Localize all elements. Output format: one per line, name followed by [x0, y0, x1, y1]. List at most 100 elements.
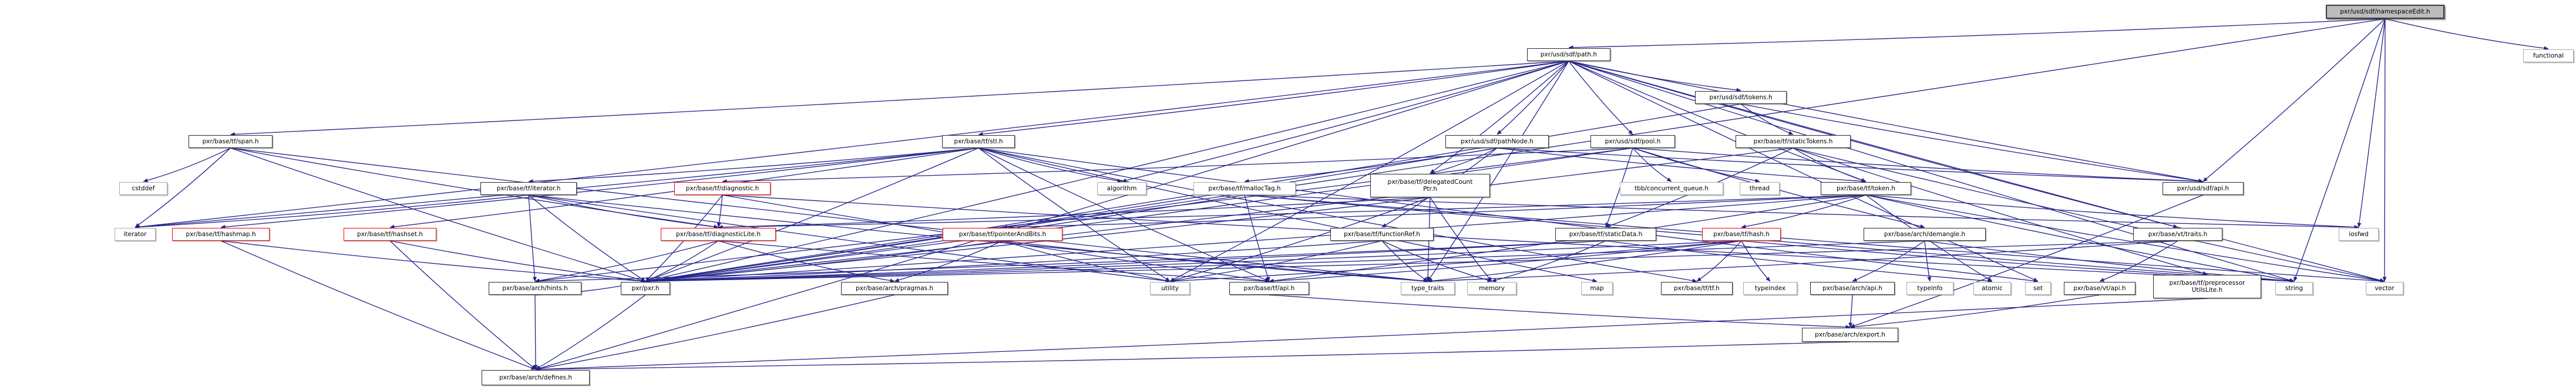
edge-pathNode-to-sdf_api [1496, 147, 2204, 184]
edge-functionRef-to-memory [1381, 240, 1492, 283]
edge-span-to-type_traits [230, 147, 1428, 283]
edge-pathNode-to-delegatedCountPtr [1430, 147, 1498, 174]
node-defines[interactable]: pxr/base/arch/defines.h [482, 370, 590, 385]
edge-token-to-diagnosticLite [718, 194, 1867, 230]
edge-path-to-algorithm [1121, 60, 1569, 183]
node-path[interactable]: pxr/usd/sdf/path.h [1527, 48, 1610, 61]
edge-iterator_h-to-diagnosticLite [528, 194, 719, 229]
edge-staticData-to-memory [1491, 240, 1606, 283]
node-functionRef[interactable]: pxr/base/tf/functionRef.h [1330, 228, 1434, 241]
node-tf_tf[interactable]: pxr/base/tf/tf.h [1661, 282, 1733, 295]
edge-namespaceEdit-to-iosfwd [2357, 18, 2386, 228]
node-tf_api[interactable]: pxr/base/tf/api.h [1229, 282, 1309, 295]
edge-tokens-to-pxr [645, 103, 1741, 283]
node-mallocTag[interactable]: pxr/base/tf/mallocTag.h [1193, 182, 1296, 195]
node-pragmas[interactable]: pxr/base/arch/pragmas.h [841, 282, 948, 295]
edge-pool-to-sdf_api [1632, 147, 2204, 184]
node-typeinfo: typeinfo [1906, 282, 1953, 295]
edge-delegatedCountPtr-to-utility [1169, 197, 1431, 283]
node-diagnosticLite[interactable]: pxr/base/tf/diagnosticLite.h [661, 228, 776, 241]
node-tokens[interactable]: pxr/usd/sdf/tokens.h [1695, 91, 1787, 104]
edge-token-to-vector [1865, 194, 2385, 283]
node-demangle[interactable]: pxr/base/arch/demangle.h [1864, 228, 1986, 241]
edge-vt_traits-to-vt_api [2099, 240, 2178, 282]
edge-span-to-cstddef [143, 147, 231, 183]
edge-pool-to-staticData [1605, 147, 1633, 228]
edge-staticTokens-to-preprocessorUtilsLite [1793, 147, 2208, 275]
edge-delegatedCountPtr-to-memory [1430, 197, 1492, 282]
node-typeindex: typeindex [1743, 282, 1797, 295]
node-vt_traits[interactable]: pxr/base/vt/traits.h [2133, 228, 2222, 241]
node-tbb: tbb/concurrent_queue.h [1620, 182, 1723, 195]
edge-staticTokens-to-pxr [645, 147, 1794, 283]
edge-iterator_h-to-iterator_std [134, 194, 529, 230]
edge-demangle-to-arch_api [1852, 240, 1925, 282]
edge-vt_traits-to-pxr [645, 240, 2178, 284]
edge-hashset-to-defines [389, 240, 536, 370]
node-sdf_api[interactable]: pxr/usd/sdf/api.h [2163, 182, 2244, 195]
node-hints[interactable]: pxr/base/arch/hints.h [489, 282, 581, 295]
edge-mallocTag-to-vector [1244, 194, 2385, 283]
edge-token-to-hash [1741, 194, 1867, 229]
edge-span-to-pxr [230, 147, 646, 283]
edge-namespaceEdit-to-functional [2385, 18, 2549, 51]
node-hashset[interactable]: pxr/base/tf/hashset.h [344, 228, 436, 241]
node-utility: utility [1150, 282, 1190, 295]
node-cstddef: cstddef [119, 182, 167, 195]
node-staticData[interactable]: pxr/base/tf/staticData.h [1555, 228, 1656, 241]
edge-iterator_h-to-hints [528, 194, 537, 282]
edge-delegatedCountPtr-to-type_traits [1425, 197, 1431, 282]
edge-path-to-sdf_api [1568, 60, 2204, 183]
node-iosfwd: iosfwd [2339, 228, 2379, 241]
node-hash[interactable]: pxr/base/tf/hash.h [1702, 228, 1781, 241]
edge-path-to-type_traits [1427, 60, 1569, 282]
edge-vt_api-to-export [1849, 294, 2100, 329]
edge-hashmap-to-pxr [220, 240, 646, 283]
edge-pxr-to-defines [535, 294, 646, 370]
edge-delegatedCountPtr-to-diagnosticLite [718, 197, 1431, 230]
edge-stl-to-set [978, 147, 2039, 283]
edge-demangle-to-pxr [645, 240, 1925, 284]
node-pool[interactable]: pxr/usd/sdf/pool.h [1590, 135, 1675, 148]
node-iterator_h[interactable]: pxr/base/tf/iterator.h [480, 182, 577, 195]
node-pxr[interactable]: pxr/pxr.h [621, 282, 670, 295]
edge-pool-to-thread [1632, 147, 1760, 183]
edge-hash-to-typeindex [1741, 240, 1771, 282]
edge-hashmap-to-defines [220, 240, 536, 370]
node-memory: memory [1467, 282, 1516, 295]
edge-staticTokens-to-vector [1793, 147, 2385, 283]
node-staticTokens[interactable]: pxr/base/tf/staticTokens.h [1736, 135, 1851, 148]
edge-functionRef-to-pxr [645, 240, 1383, 284]
node-diagnostic[interactable]: pxr/base/tf/diagnostic.h [674, 182, 771, 195]
node-pointerAndBits[interactable]: pxr/base/tf/pointerAndBits.h [943, 228, 1062, 241]
edge-diagnosticLite-to-hints [534, 240, 719, 283]
edge-arch_api-to-export [1848, 294, 1853, 328]
node-namespaceEdit: pxr/usd/sdf/namespaceEdit.h [2326, 5, 2444, 19]
node-preprocessorUtilsLite[interactable]: pxr/base/tf/preprocessor UtilsLite.h [2153, 275, 2261, 298]
edge-hash-to-tf_api [1269, 240, 1742, 283]
node-token[interactable]: pxr/base/tf/token.h [1821, 182, 1911, 195]
edge-namespaceEdit-to-sdf_api [2202, 18, 2386, 182]
edge-pragmas-to-defines [535, 294, 895, 371]
node-vector: vector [2366, 282, 2403, 295]
node-span[interactable]: pxr/base/tf/span.h [189, 135, 273, 148]
edge-diagnostic-to-string [722, 194, 2295, 284]
node-export[interactable]: pxr/base/arch/export.h [1802, 328, 1898, 342]
node-stl[interactable]: pxr/base/tf/stl.h [942, 135, 1015, 148]
node-delegatedCountPtr[interactable]: pxr/base/tf/delegatedCount Ptr.h [1370, 174, 1490, 197]
edge-span-to-diagnosticLite [230, 147, 719, 229]
edge-export-to-defines [535, 341, 1851, 372]
edge-stl-to-iterator_h [528, 147, 979, 184]
node-hashmap[interactable]: pxr/base/tf/hashmap.h [172, 228, 270, 241]
edge-path-to-string [1568, 60, 2295, 283]
edge-diagnosticLite-to-tf_api [718, 240, 1270, 284]
node-pathNode[interactable]: pxr/usd/sdf/pathNode.h [1445, 135, 1549, 148]
node-arch_api[interactable]: pxr/base/arch/api.h [1810, 282, 1895, 295]
edge-tf_api-to-export [1269, 294, 1851, 330]
edge-path-to-pool [1568, 60, 1633, 135]
edge-stl-to-pxr [645, 147, 979, 282]
edge-iterator_h-to-pxr [528, 194, 646, 282]
edge-pool-to-diagnostic [722, 147, 1633, 184]
node-vt_api[interactable]: pxr/base/vt/api.h [2064, 282, 2136, 295]
